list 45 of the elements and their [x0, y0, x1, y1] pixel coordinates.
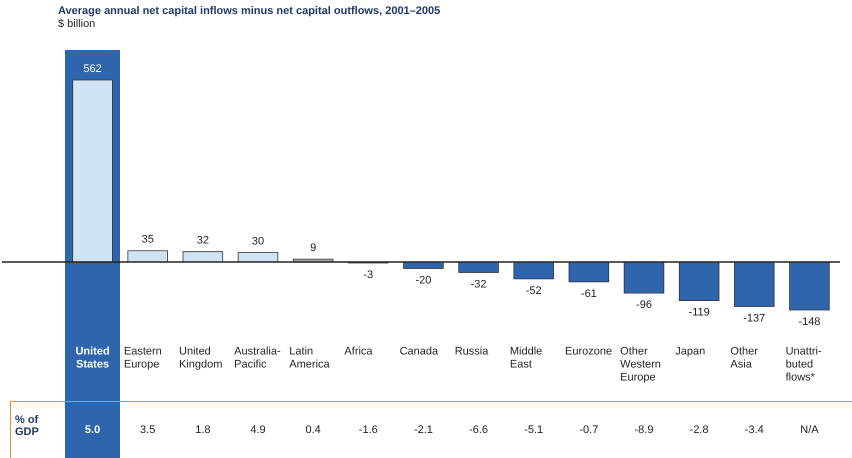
x-tick-label: United Kingdom	[179, 346, 222, 370]
text: -0.7	[579, 424, 598, 436]
data-label: -96	[636, 299, 652, 312]
text: -1.6	[358, 424, 378, 436]
data-label: -32	[470, 278, 487, 290]
x-tick-label: Other Asia	[730, 346, 758, 370]
data-label: -137	[743, 312, 766, 324]
x-tick-label: United States	[75, 346, 110, 370]
text: -8.9	[634, 424, 654, 436]
data-label: 35	[142, 234, 154, 246]
x-tick-label: Australia-Pacific	[234, 346, 281, 370]
chart-title: Average annual net capital inflows minus net capital outflows, 2001–2005	[58, 5, 440, 17]
data-label: -20	[415, 274, 432, 287]
text: -2.1	[414, 424, 433, 436]
text: -3.4	[744, 424, 764, 436]
text: 4.9	[250, 424, 266, 436]
text: 3.5	[140, 424, 156, 436]
x-tick-label: Canada	[400, 346, 439, 358]
text: N/A	[800, 424, 819, 436]
text: % of GDP	[15, 414, 40, 438]
data-label: -61	[580, 288, 597, 300]
data-label: 30	[252, 235, 264, 248]
data-label: -148	[798, 316, 820, 328]
data-label: -119	[688, 306, 710, 319]
text: 5.0	[84, 424, 100, 436]
text: 0.4	[305, 424, 321, 436]
x-tick-label: Africa	[344, 346, 374, 358]
text: -2.8	[690, 424, 709, 436]
data-label: -3	[363, 269, 374, 282]
x-tick-label: Russia	[454, 346, 490, 358]
data-label: 32	[196, 234, 209, 247]
x-tick-label: Unattri-buted flows*	[786, 346, 822, 384]
x-tick-label: Middle East	[510, 346, 542, 370]
chart-subtitle: $ billion	[58, 18, 96, 30]
data-label: 9	[310, 242, 316, 254]
data-label: -52	[526, 284, 542, 297]
x-tick-label: Japan	[675, 346, 706, 358]
text: -6.6	[469, 424, 488, 436]
x-tick-label: Eastern Europe	[124, 346, 162, 370]
text: 1.8	[195, 424, 210, 436]
data-label: 562	[83, 63, 102, 75]
x-tick-label: Latin America	[289, 346, 331, 370]
text: -5.1	[524, 424, 544, 436]
x-tick-label: Eurozone	[565, 346, 612, 358]
x-tick-label: Other Western Europe	[620, 346, 661, 384]
